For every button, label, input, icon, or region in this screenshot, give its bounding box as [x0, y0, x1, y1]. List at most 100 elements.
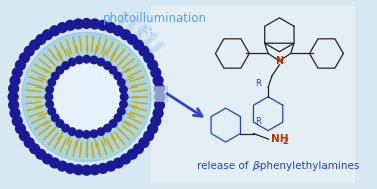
Circle shape [65, 20, 75, 30]
Circle shape [43, 30, 52, 40]
Circle shape [98, 163, 108, 173]
Circle shape [62, 62, 69, 69]
Circle shape [120, 86, 127, 93]
Circle shape [30, 144, 40, 154]
Circle shape [148, 60, 158, 70]
Circle shape [56, 120, 64, 127]
Circle shape [114, 72, 122, 80]
Circle shape [127, 35, 137, 44]
Text: N: N [275, 56, 284, 66]
Circle shape [62, 124, 69, 132]
Circle shape [74, 165, 83, 175]
Text: β: β [252, 161, 259, 171]
Circle shape [52, 114, 59, 122]
Circle shape [121, 154, 130, 164]
Circle shape [153, 76, 163, 85]
Circle shape [144, 131, 153, 141]
Circle shape [65, 163, 75, 173]
Circle shape [8, 92, 18, 102]
Circle shape [113, 26, 123, 36]
Circle shape [9, 100, 18, 110]
Circle shape [36, 35, 46, 44]
Circle shape [45, 93, 53, 101]
Circle shape [151, 116, 161, 126]
Circle shape [46, 86, 54, 93]
Circle shape [133, 40, 143, 50]
Circle shape [114, 114, 122, 122]
Circle shape [30, 40, 40, 50]
Circle shape [48, 108, 55, 115]
Circle shape [139, 46, 149, 56]
Circle shape [52, 62, 121, 132]
Circle shape [90, 165, 100, 175]
Circle shape [106, 161, 116, 171]
Text: photoillumination: photoillumination [103, 12, 207, 25]
Circle shape [15, 60, 25, 70]
Circle shape [148, 124, 158, 134]
Circle shape [104, 124, 111, 132]
Circle shape [75, 56, 83, 64]
Circle shape [75, 130, 83, 138]
Circle shape [43, 154, 52, 164]
Circle shape [109, 67, 117, 74]
Polygon shape [148, 23, 155, 39]
Circle shape [46, 100, 54, 108]
Circle shape [57, 23, 67, 33]
Circle shape [12, 68, 22, 77]
Text: R: R [255, 79, 261, 88]
Text: -phenylethylamines: -phenylethylamines [257, 161, 360, 171]
Circle shape [10, 76, 20, 85]
Circle shape [82, 19, 92, 28]
Circle shape [83, 55, 90, 63]
Circle shape [68, 58, 76, 66]
Circle shape [155, 100, 164, 110]
Circle shape [50, 158, 60, 168]
Circle shape [109, 120, 117, 127]
Circle shape [24, 138, 34, 147]
Circle shape [12, 116, 22, 126]
Circle shape [90, 19, 100, 29]
Circle shape [98, 20, 108, 30]
Circle shape [155, 92, 165, 102]
Circle shape [97, 58, 105, 66]
Circle shape [120, 100, 127, 108]
Polygon shape [142, 22, 149, 38]
Circle shape [82, 165, 92, 175]
Circle shape [48, 79, 55, 86]
Circle shape [90, 130, 98, 138]
Circle shape [52, 72, 59, 80]
Text: 2: 2 [283, 137, 289, 146]
Circle shape [139, 138, 149, 147]
Circle shape [133, 144, 143, 154]
Circle shape [74, 19, 83, 29]
Circle shape [56, 67, 64, 74]
Circle shape [104, 62, 111, 69]
FancyBboxPatch shape [153, 86, 167, 101]
Circle shape [155, 84, 164, 94]
Circle shape [83, 131, 90, 138]
Circle shape [118, 108, 125, 115]
Circle shape [97, 128, 105, 135]
Circle shape [10, 108, 20, 118]
Circle shape [9, 84, 18, 94]
Circle shape [36, 149, 46, 159]
Circle shape [113, 158, 123, 168]
Circle shape [127, 149, 137, 159]
Circle shape [90, 56, 98, 64]
Polygon shape [136, 24, 143, 40]
Circle shape [20, 53, 29, 63]
FancyBboxPatch shape [150, 6, 355, 183]
Circle shape [118, 79, 125, 86]
Circle shape [144, 53, 153, 63]
Circle shape [24, 46, 34, 56]
Circle shape [151, 68, 161, 77]
Circle shape [106, 23, 116, 33]
Circle shape [57, 161, 67, 171]
Text: release of: release of [198, 161, 252, 171]
Circle shape [20, 131, 29, 141]
Circle shape [22, 32, 151, 161]
Circle shape [153, 108, 163, 118]
Circle shape [68, 128, 76, 135]
Circle shape [121, 30, 130, 40]
Circle shape [15, 124, 25, 134]
